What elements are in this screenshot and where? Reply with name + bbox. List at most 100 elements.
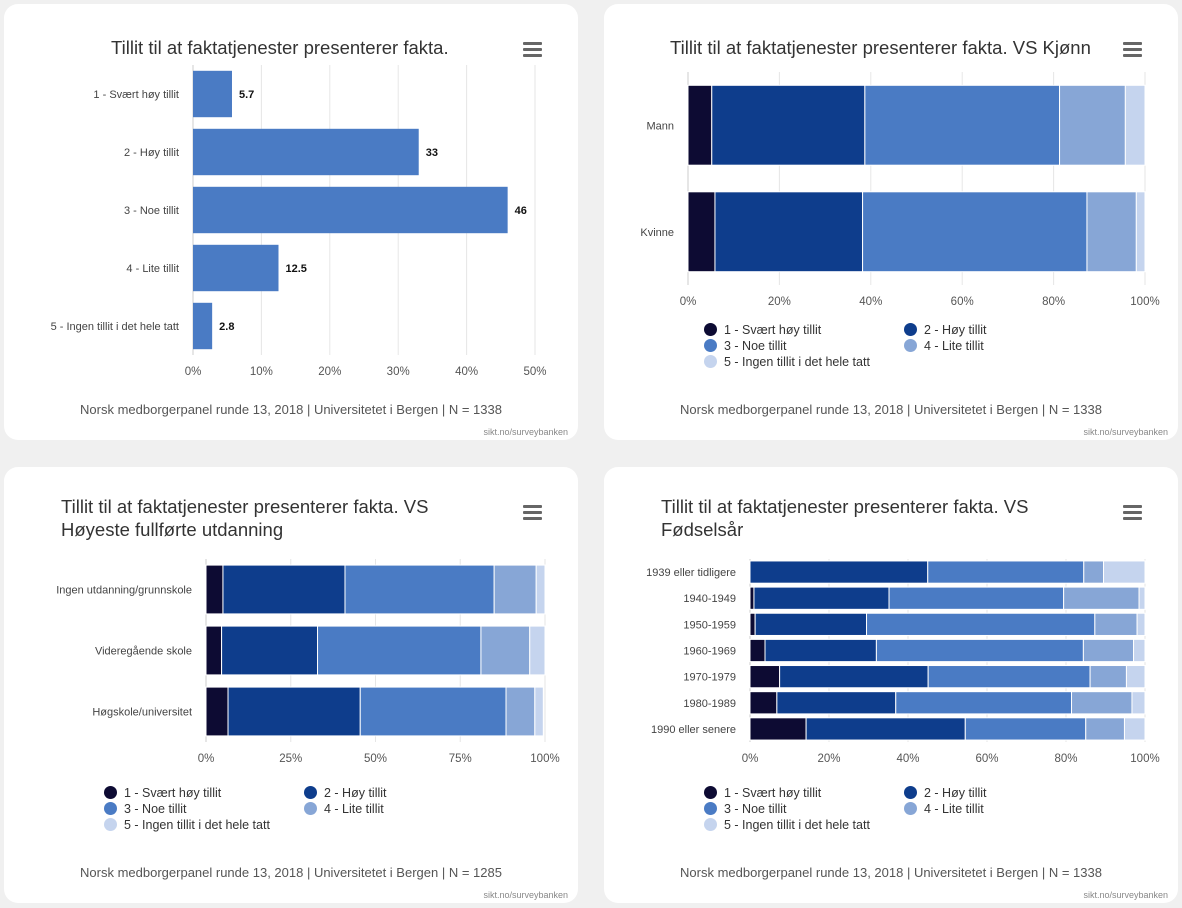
legend-marker-icon: [904, 786, 917, 799]
y-category-label: 1940-1949: [683, 593, 736, 605]
legend-label: 3 - Noe tillit: [724, 339, 787, 353]
bar: [193, 186, 508, 234]
legend-item[interactable]: 4 - Lite tillit: [904, 801, 984, 817]
chart-menu-hamburger-icon[interactable]: [523, 42, 542, 58]
x-tick-label: 20%: [817, 753, 840, 765]
legend-item[interactable]: 2 - Høy tillit: [304, 785, 387, 801]
legend-item[interactable]: 4 - Lite tillit: [304, 801, 384, 817]
legend-item[interactable]: 3 - Noe tillit: [704, 338, 787, 354]
stacked-bar-segment: [749, 638, 766, 663]
stacked-bar-segment: [749, 586, 755, 610]
y-category-label: 1980-1989: [683, 698, 736, 710]
y-category-label: Høgskole/universitet: [92, 707, 192, 719]
stacked-bar-segment: [749, 691, 778, 715]
legend-label: 4 - Lite tillit: [924, 339, 984, 353]
stacked-bar-segment: [1131, 691, 1146, 715]
legend-marker-icon: [704, 355, 717, 368]
y-category-label: 1970-1979: [683, 672, 736, 684]
data-label: 33: [426, 147, 438, 159]
legend-item[interactable]: 1 - Svært høy tillit: [104, 785, 221, 801]
legend-marker-icon: [704, 323, 717, 336]
legend-label: 2 - Høy tillit: [924, 786, 987, 800]
x-tick-label: 80%: [1042, 296, 1065, 308]
stacked-bar-segment: [888, 586, 1065, 610]
stacked-bar-segment: [776, 691, 897, 715]
legend-label: 5 - Ingen tillit i det hele tatt: [124, 818, 270, 832]
stacked-bar-segment: [687, 84, 713, 166]
stacked-bar-segment: [1086, 191, 1137, 273]
y-category-label: 1990 eller senere: [651, 724, 736, 736]
y-category-label: Kvinne: [640, 227, 674, 239]
data-label: 46: [515, 205, 527, 217]
stacked-bar-segment: [927, 665, 1091, 689]
chart-card-trust-vs-education: Tillit til at faktatjenester presenterer…: [4, 467, 578, 903]
chart-menu-hamburger-icon[interactable]: [523, 505, 542, 521]
legend-item[interactable]: 5 - Ingen tillit i det hele tatt: [704, 354, 870, 370]
stacked-bar-segment: [317, 625, 482, 676]
chart-menu-hamburger-icon[interactable]: [1123, 42, 1142, 58]
stacked-bar-segment: [749, 612, 756, 636]
legend-label: 1 - Svært høy tillit: [724, 323, 822, 337]
legend-item[interactable]: 3 - Noe tillit: [704, 801, 787, 817]
source-credit-link[interactable]: sikt.no/surveybanken: [483, 890, 568, 900]
chart-plot-area: 0% 20% 40% 60% 80% 100% 1939 eller tidligere 19…: [646, 559, 1160, 765]
legend-item[interactable]: 2 - Høy tillit: [904, 785, 987, 801]
chart-plot-area: 0% 25% 50% 75% 100% Ingen utdanning/grunnskol…: [56, 559, 560, 765]
x-tick-label: 40%: [896, 753, 919, 765]
stacked-bar-segment: [754, 612, 868, 636]
x-tick-label: 80%: [1054, 753, 1077, 765]
legend-item[interactable]: 1 - Svært høy tillit: [704, 322, 821, 338]
legend-item[interactable]: 3 - Noe tillit: [104, 801, 187, 817]
stacked-bar-segment: [1124, 84, 1146, 166]
x-tick-label: 60%: [975, 753, 998, 765]
stacked-bar-segment: [222, 564, 346, 615]
chart-legend: 1 - Svært høy tillit 2 - Høy tillit 3 - No…: [104, 785, 404, 845]
chart-title: Tillit til at faktatjenester presenterer…: [111, 37, 449, 58]
chart-card-trust-vs-gender: Tillit til at faktatjenester presenterer…: [604, 4, 1178, 440]
y-category-label: Ingen utdanning/grunnskole: [56, 585, 192, 597]
legend-marker-icon: [704, 802, 717, 815]
stacked-bar-segment: [1135, 191, 1146, 273]
legend-item[interactable]: 5 - Ingen tillit i det hele tatt: [104, 817, 270, 833]
legend-label: 3 - Noe tillit: [124, 802, 187, 816]
stacked-bar-segment: [534, 686, 544, 737]
y-category-label: Mann: [646, 120, 674, 132]
y-category-label: 4 - Lite tillit: [126, 263, 179, 275]
legend-item[interactable]: 2 - Høy tillit: [904, 322, 987, 338]
legend-label: 5 - Ingen tillit i det hele tatt: [724, 818, 870, 832]
legend-item[interactable]: 4 - Lite tillit: [904, 338, 984, 354]
y-category-label: 1 - Svært høy tillit: [93, 89, 179, 101]
stacked-bar-segment: [749, 717, 807, 741]
stacked-bar-segment: [687, 191, 716, 273]
chart-card-trust-overall: Tillit til at faktatjenester presenterer…: [4, 4, 578, 440]
stacked-bar-segment: [927, 560, 1085, 584]
legend-marker-icon: [704, 818, 717, 831]
chart-footer: Norsk medborgerpanel runde 13, 2018 | Un…: [80, 402, 502, 417]
x-tick-label: 60%: [951, 296, 974, 308]
legend-label: 1 - Svært høy tillit: [724, 786, 822, 800]
legend-marker-icon: [904, 802, 917, 815]
legend-marker-icon: [104, 818, 117, 831]
legend-marker-icon: [104, 786, 117, 799]
source-credit-link[interactable]: sikt.no/surveybanken: [1083, 427, 1168, 437]
chart-plot-area: 0% 10% 20% 30% 40% 50% 1 - Svært høy tillit 5.7…: [51, 65, 547, 378]
stacked-bar-segment: [493, 564, 537, 615]
bar: [193, 128, 419, 176]
legend-item[interactable]: 5 - Ingen tillit i det hele tatt: [704, 817, 870, 833]
chart-footer: Norsk medborgerpanel runde 13, 2018 | Un…: [680, 402, 1102, 417]
source-credit-link[interactable]: sikt.no/surveybanken: [1083, 890, 1168, 900]
x-tick-label: 100%: [1130, 753, 1159, 765]
legend-marker-icon: [704, 339, 717, 352]
legend-item[interactable]: 1 - Svært høy tillit: [704, 785, 821, 801]
stacked-bar-segment: [964, 717, 1087, 741]
source-credit-link[interactable]: sikt.no/surveybanken: [483, 427, 568, 437]
stacked-bar-segment: [205, 625, 223, 676]
stacked-bar-segment: [1136, 612, 1146, 636]
legend-marker-icon: [304, 786, 317, 799]
bar: [193, 244, 279, 292]
chart-menu-hamburger-icon[interactable]: [1123, 505, 1142, 521]
data-label: 2.8: [219, 321, 234, 333]
stacked-bar-segment: [359, 686, 507, 737]
stacked-bar-segment: [205, 686, 229, 737]
stacked-bar-segment: [875, 638, 1084, 663]
